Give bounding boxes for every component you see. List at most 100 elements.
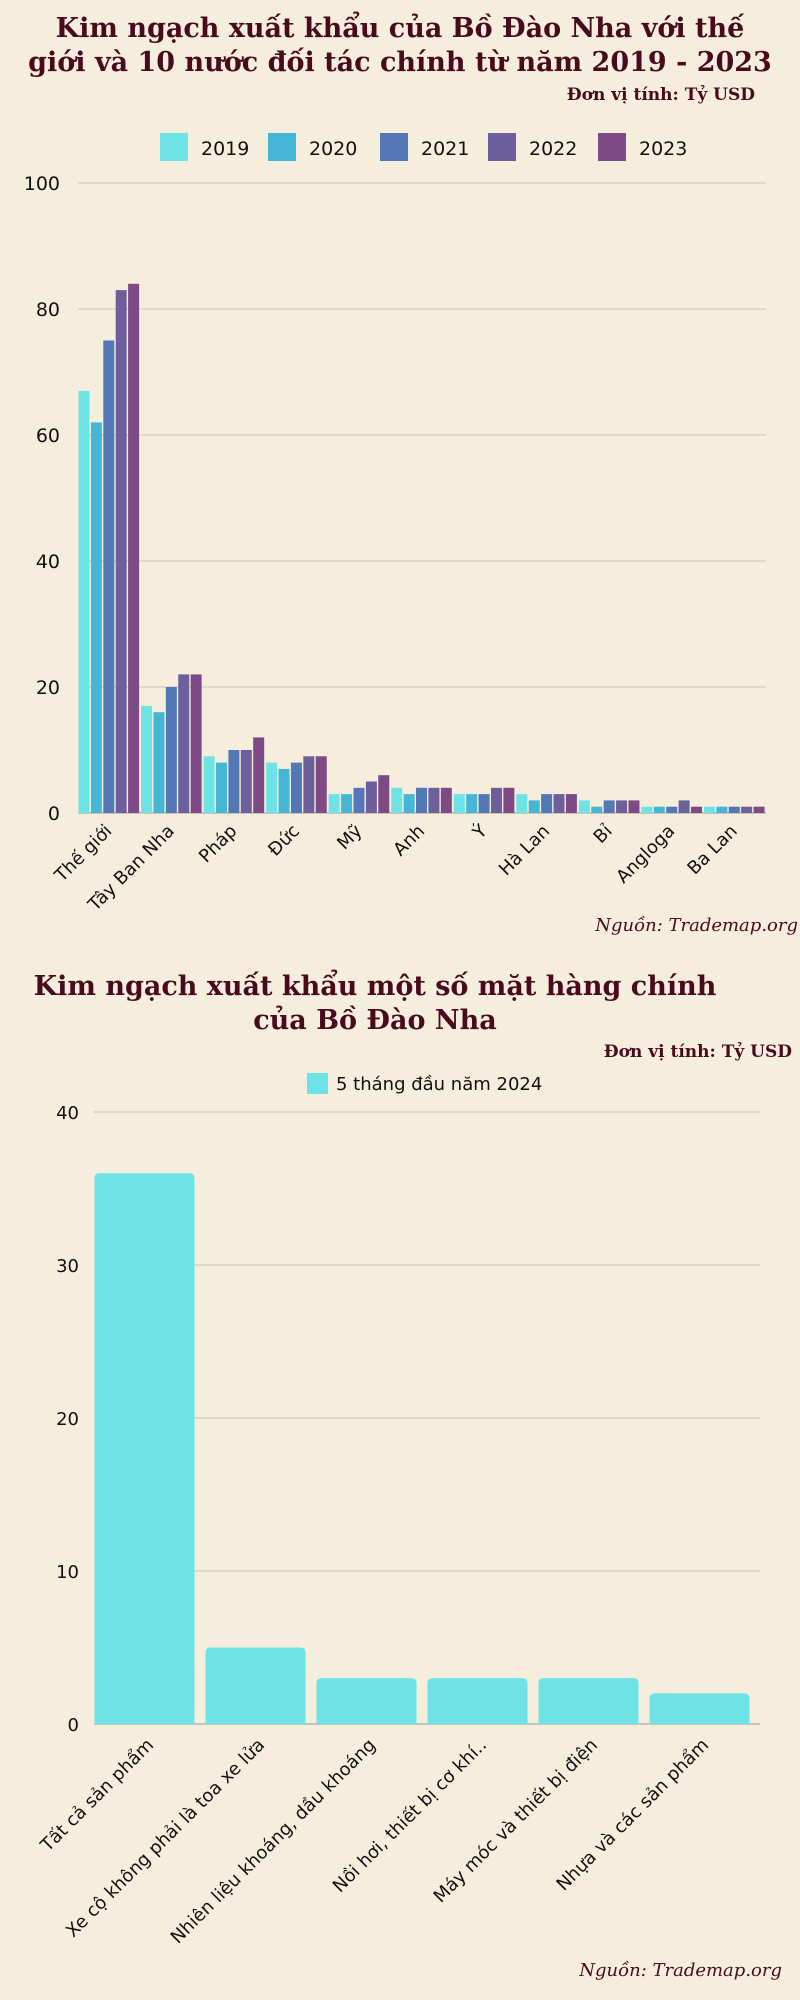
bar-2021-0: [103, 340, 115, 813]
bar-2020-5: [403, 794, 415, 813]
chart1-title: Kim ngạch xuất khẩu của Bồ Đào Nha với t…: [0, 12, 800, 80]
y2-tick-0: 0: [68, 1715, 79, 1736]
x-tick-label-9: Angloga: [612, 821, 679, 888]
bar-2019-6: [453, 794, 465, 813]
legend-label-2020: 2020: [309, 138, 357, 160]
x-tick-label-4: Mỹ: [333, 820, 367, 854]
x-tick-label-8: Bỉ: [590, 821, 617, 848]
chart2-title-line-2: của Bồ Đào Nha: [253, 1005, 497, 1036]
bar-2021-3: [290, 762, 302, 813]
bar-2022-6: [490, 787, 502, 813]
bar-2020-9: [653, 806, 665, 813]
bar-2021-10: [728, 806, 740, 813]
y-tick-40: 40: [36, 551, 60, 573]
chart2-svg: 5 tháng đầu năm 2024 0 10 20 30 40 Tất cả sản …: [36, 1073, 760, 1948]
bar-2019-9: [641, 806, 653, 813]
bar-2021-7: [541, 794, 553, 813]
bar-2019-8: [578, 800, 590, 813]
x2-tick-label-2: Nhiên liệu khoáng, dầu khoáng: [167, 1735, 380, 1948]
y2-tick-40: 40: [56, 1103, 79, 1124]
legend-label-2021: 2021: [421, 138, 469, 160]
chart1-title-line-2: giới và 10 nước đối tác chính từ năm 201…: [28, 47, 772, 78]
chart1-title-line-1: Kim ngạch xuất khẩu của Bồ Đào Nha với t…: [55, 13, 745, 44]
bar-2020-8: [591, 806, 603, 813]
bar-2020-2: [215, 762, 227, 813]
bar-2023-1: [190, 674, 202, 813]
bar-2019-3: [266, 762, 278, 813]
x-tick-label-2: Pháp: [195, 821, 241, 867]
bar-2023-10: [753, 806, 765, 813]
y-tick-0: 0: [48, 803, 60, 825]
y-tick-80: 80: [36, 299, 60, 321]
y2-tick-30: 30: [56, 1256, 79, 1277]
bar2-3: [427, 1678, 528, 1724]
bar-2020-7: [528, 800, 540, 813]
bar-2020-6: [466, 794, 478, 813]
bar-2022-7: [553, 794, 565, 813]
chart2-title: Kim ngạch xuất khẩu một số mặt hàng chín…: [0, 970, 775, 1038]
bar-2022-9: [678, 800, 690, 813]
bar-2020-10: [716, 806, 728, 813]
bar-2023-5: [440, 787, 452, 813]
y-tick-60: 60: [36, 425, 60, 447]
bar2-2: [316, 1678, 417, 1724]
x-tick-label-5: Anh: [389, 821, 429, 861]
bar2-5: [649, 1693, 750, 1724]
legend-swatch-2021: [380, 133, 408, 161]
chart2-unit: Đơn vị tính: Tỷ USD: [603, 1042, 792, 1062]
legend-label-2019: 2019: [201, 138, 249, 160]
bar-2022-4: [365, 781, 377, 813]
y2-tick-10: 10: [56, 1562, 79, 1583]
bar-2022-3: [303, 756, 315, 813]
bar-2023-4: [378, 775, 390, 813]
legend-swatch-2020: [268, 133, 296, 161]
bar-2023-0: [128, 283, 140, 813]
legend-swatch-2023: [598, 133, 626, 161]
legend-swatch-2024: [307, 1073, 328, 1094]
bar-2020-4: [341, 794, 353, 813]
y-tick-20: 20: [36, 677, 60, 699]
x2-tick-label-1: Xe cộ không phải là toa xe lửa: [62, 1735, 269, 1942]
bar-2022-8: [616, 800, 628, 813]
x-tick-label-7: Hà Lan: [495, 821, 554, 880]
bar-2022-10: [741, 806, 753, 813]
bar-2021-4: [353, 787, 365, 813]
bar2-4: [538, 1678, 639, 1724]
bar-2023-6: [503, 787, 515, 813]
bar-2021-5: [416, 787, 428, 813]
bar-2023-3: [315, 756, 327, 813]
bar-2019-10: [703, 806, 715, 813]
bar2-0: [94, 1173, 195, 1724]
bar2-1: [205, 1647, 306, 1724]
bar-2019-1: [141, 705, 153, 813]
legend-label-2022: 2022: [529, 138, 577, 160]
bar-2019-5: [391, 787, 403, 813]
bar-2019-0: [78, 390, 90, 813]
x-tick-label-6: Ý: [468, 819, 493, 844]
x-tick-label-10: Ba Lan: [683, 821, 741, 879]
bar-2019-2: [203, 756, 215, 813]
x-tick-label-3: Đức: [264, 821, 304, 861]
bar-2022-0: [115, 290, 127, 814]
bar-2020-1: [153, 712, 165, 813]
legend-swatch-2022: [488, 133, 516, 161]
chart1-unit: Đơn vị tính: Tỷ USD: [566, 85, 755, 105]
bar-2022-2: [240, 750, 252, 813]
legend-swatch-2019: [160, 133, 188, 161]
bar-2020-3: [278, 768, 290, 813]
chart1-source: Nguồn: Trademap.org: [595, 915, 798, 936]
bar-2022-1: [178, 674, 190, 813]
bar-2019-7: [516, 794, 528, 813]
y-tick-100: 100: [24, 173, 60, 195]
bar-2021-2: [228, 750, 240, 813]
bar-2019-4: [328, 794, 340, 813]
bar-2023-7: [565, 794, 577, 813]
chart2-source: Nguồn: Trademap.org: [579, 1960, 782, 1981]
bar-2021-1: [165, 687, 177, 813]
bar-2023-2: [253, 737, 265, 813]
bar-2021-8: [603, 800, 615, 813]
bar-2020-0: [90, 422, 102, 813]
bar-2023-8: [628, 800, 640, 813]
bar-2023-9: [691, 806, 703, 813]
